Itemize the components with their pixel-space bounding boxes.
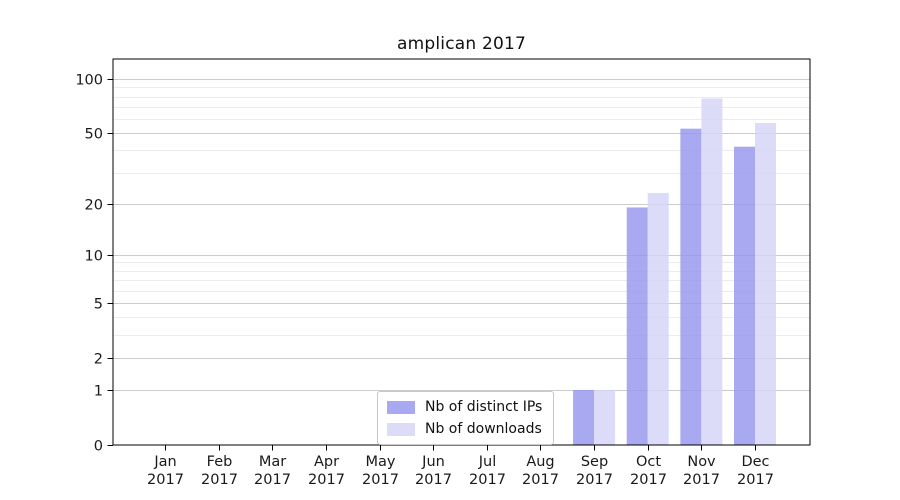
y-tick-label: 50 — [85, 127, 103, 143]
legend-label-distinct-ips: Nb of distinct IPs — [425, 399, 543, 415]
x-tick-label-year: 2017 — [737, 472, 774, 488]
legend-label-downloads: Nb of downloads — [425, 421, 542, 437]
bar-sep-ips — [573, 390, 595, 445]
y-tick-label: 0 — [94, 439, 103, 455]
x-tick-label-month: Jul — [478, 454, 497, 470]
bar-oct-downloads — [647, 192, 669, 445]
bar-oct-ips — [626, 207, 648, 445]
x-tick-label-year: 2017 — [683, 472, 720, 488]
x-tick-label-year: 2017 — [308, 472, 345, 488]
y-tick-label: 20 — [85, 198, 103, 214]
x-tick-label-year: 2017 — [415, 472, 452, 488]
bar-dec-ips — [734, 146, 755, 445]
x-tick-label-year: 2017 — [201, 472, 238, 488]
y-tick-label: 5 — [94, 297, 103, 313]
legend-item-downloads: Nb of downloads — [387, 421, 542, 437]
y-tick-label: 2 — [94, 352, 103, 368]
legend-item-distinct-ips: Nb of distinct IPs — [387, 399, 542, 415]
bar-nov-downloads — [701, 98, 723, 445]
x-tick-label-month: May — [366, 454, 396, 470]
x-tick-label-month: Mar — [259, 454, 286, 470]
legend-swatch-downloads-icon — [387, 422, 415, 436]
legend: Nb of distinct IPs Nb of downloads — [377, 391, 555, 445]
x-tick-label-year: 2017 — [630, 472, 667, 488]
chart-title: amplican 2017 — [396, 34, 527, 54]
x-tick-label-month: Feb — [207, 454, 233, 470]
legend-swatch-distinct-ips-icon — [387, 400, 415, 414]
x-tick-label-month: Oct — [636, 454, 661, 470]
x-tick-label-month: Sep — [581, 454, 608, 470]
plot-border — [112, 58, 811, 446]
x-tick-label-month: Jun — [421, 454, 445, 470]
x-tick-label-month: Jan — [153, 454, 176, 470]
x-tick-label-year: 2017 — [522, 472, 559, 488]
x-tick-label-month: Nov — [687, 454, 716, 470]
x-tick-label-month: Apr — [314, 454, 339, 470]
bar-dec-downloads — [755, 122, 776, 446]
x-tick-label-month: Aug — [526, 454, 554, 470]
x-tick-label-year: 2017 — [469, 472, 506, 488]
y-tick-label: 1 — [94, 384, 103, 400]
bar-nov-ips — [680, 128, 702, 445]
y-tick-label: 100 — [75, 73, 103, 89]
x-tick-label-year: 2017 — [362, 472, 399, 488]
bar-sep-downloads — [594, 390, 616, 445]
x-tick-label-year: 2017 — [147, 472, 184, 488]
y-tick-label: 10 — [85, 249, 103, 265]
x-tick-label-month: Dec — [741, 454, 769, 470]
x-tick-label-year: 2017 — [254, 472, 291, 488]
x-tick-label-year: 2017 — [576, 472, 613, 488]
